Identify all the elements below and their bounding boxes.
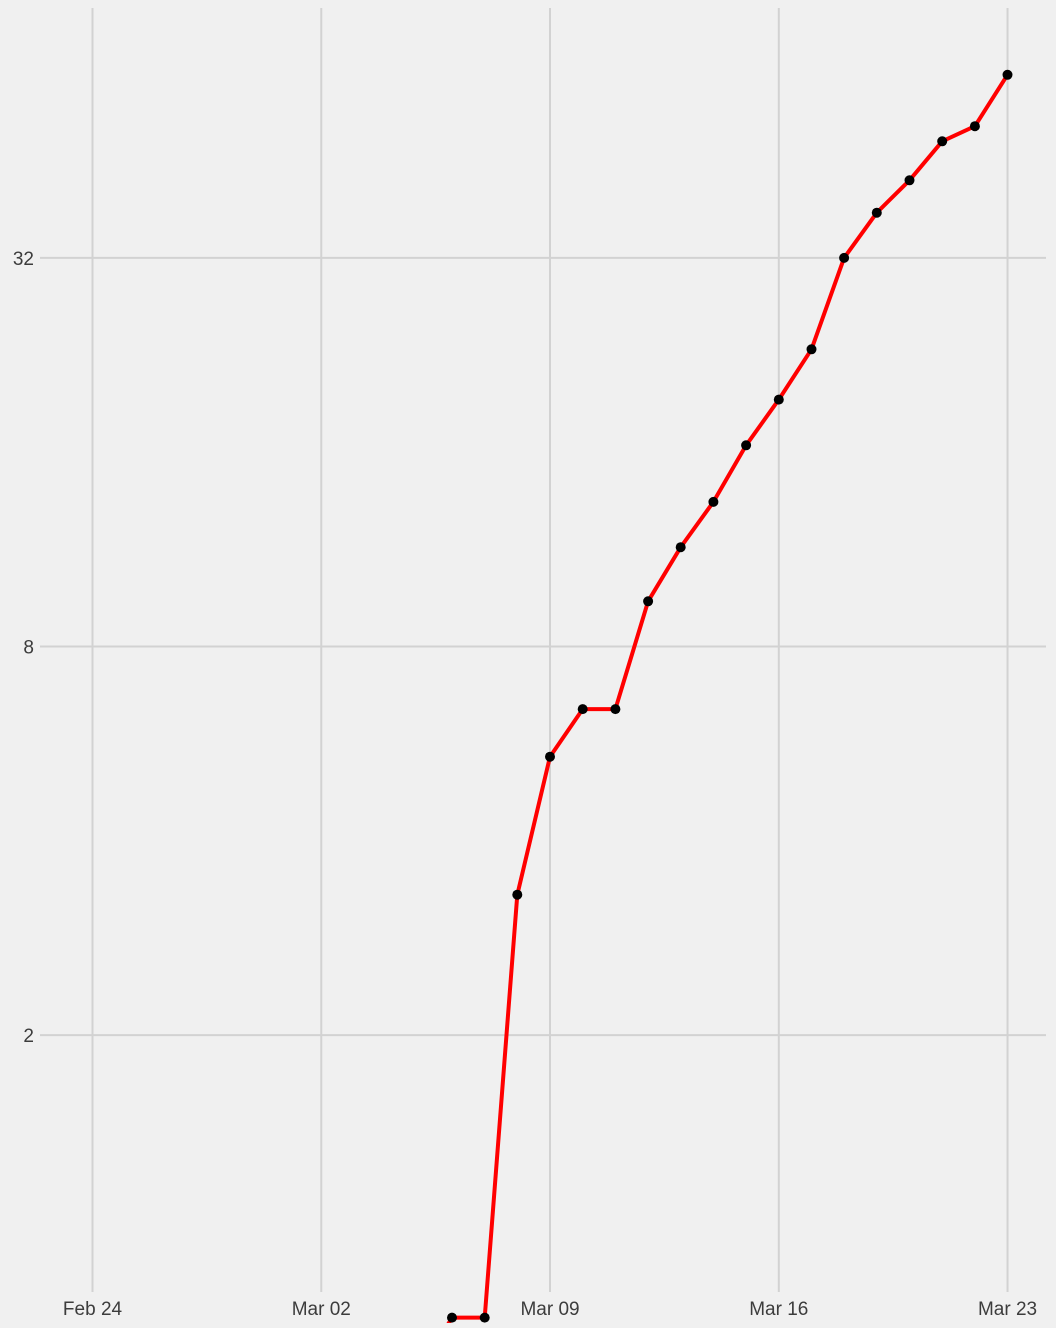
data-point: [675, 542, 686, 553]
x-tick-label: Mar 09: [520, 1299, 579, 1320]
data-point: [479, 1312, 490, 1323]
y-tick-label: 8: [23, 638, 34, 659]
data-point: [512, 889, 523, 900]
y-tick-label: 32: [13, 249, 34, 270]
data-point: [643, 596, 654, 607]
data-point: [969, 121, 980, 132]
x-tick-label: Feb 24: [63, 1299, 123, 1320]
data-point: [447, 1312, 457, 1323]
x-tick-label: Mar 16: [749, 1299, 808, 1320]
data-point: [545, 751, 555, 762]
data-point: [904, 175, 915, 186]
grid: [40, 8, 1046, 1292]
data-point: [839, 252, 850, 263]
x-tick-label: Mar 02: [292, 1299, 351, 1320]
data-point: [610, 704, 621, 715]
data-point: [937, 136, 948, 147]
data-point: [871, 207, 882, 218]
data-point: [741, 440, 752, 451]
data-point: [773, 394, 784, 405]
y-tick-label: 2: [23, 1026, 34, 1047]
data-point: [806, 344, 817, 355]
axis-labels: Feb 24 Mar 02 Mar 09 Mar 16 Mar 23 2 8 32: [13, 249, 1037, 1320]
data-point: [708, 496, 719, 507]
series: [443, 69, 1013, 1328]
data-point: [577, 704, 588, 715]
x-tick-label: Mar 23: [978, 1299, 1037, 1320]
data-point: [1002, 69, 1013, 80]
